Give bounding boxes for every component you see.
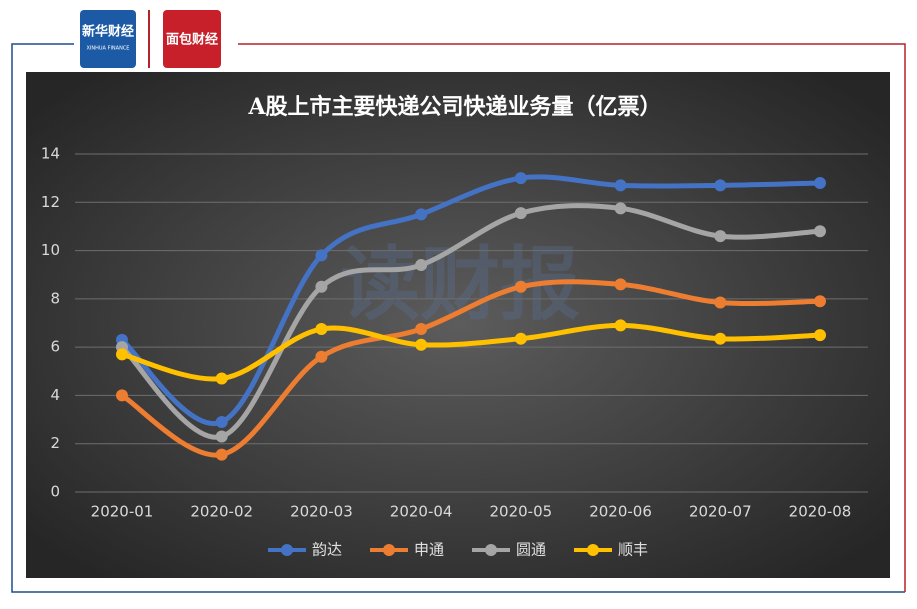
point bbox=[614, 202, 627, 215]
y-tick-label: 4 bbox=[50, 386, 60, 404]
point bbox=[315, 350, 328, 363]
x-tick-label: 2020-08 bbox=[789, 503, 852, 521]
point bbox=[415, 323, 428, 336]
point bbox=[714, 230, 727, 243]
right-logo-box bbox=[163, 10, 221, 68]
legend-label: 韵达 bbox=[312, 541, 342, 559]
legend-marker bbox=[485, 544, 497, 556]
y-tick-label: 0 bbox=[50, 483, 60, 501]
point bbox=[814, 329, 826, 342]
left-logo-box bbox=[80, 10, 136, 68]
point bbox=[215, 430, 228, 443]
legend-label: 申通 bbox=[414, 541, 444, 559]
y-tick-label: 14 bbox=[41, 145, 60, 163]
y-tick-label: 12 bbox=[41, 193, 60, 211]
plot: 0 2 4 6 8 10 12 14 2020-01 2020-02 2020-03 2020-04 2… bbox=[41, 145, 868, 559]
point bbox=[814, 176, 826, 189]
point bbox=[714, 332, 727, 345]
point bbox=[814, 225, 826, 238]
point bbox=[116, 348, 128, 361]
point bbox=[215, 372, 228, 385]
y-tick-label: 10 bbox=[41, 241, 60, 259]
point bbox=[814, 295, 826, 308]
point bbox=[315, 323, 328, 336]
chart-panel bbox=[26, 72, 890, 578]
point bbox=[514, 207, 527, 220]
legend-marker bbox=[383, 544, 395, 556]
y-tick-label: 8 bbox=[50, 289, 60, 307]
point bbox=[215, 448, 228, 461]
frame-red bbox=[238, 43, 906, 592]
left-logo: 新华财经 bbox=[82, 24, 134, 40]
x-tick-label: 2020-05 bbox=[490, 503, 553, 521]
left-logo-sub: XINHUA FINANCE bbox=[87, 46, 130, 52]
legend-marker bbox=[281, 544, 293, 556]
point bbox=[415, 338, 428, 351]
legend-label: 顺丰 bbox=[618, 541, 648, 559]
point bbox=[514, 172, 527, 185]
point bbox=[514, 280, 527, 293]
x-tick-label: 2020-02 bbox=[190, 503, 253, 521]
point bbox=[614, 278, 627, 291]
frame-blue bbox=[11, 43, 905, 593]
x-tick-label: 2020-04 bbox=[390, 503, 453, 521]
chart-title: A股上市主要快递公司快递业务量（亿票） bbox=[247, 94, 661, 120]
point bbox=[514, 332, 527, 345]
x-tick-label: 2020-03 bbox=[290, 503, 353, 521]
point bbox=[714, 296, 727, 309]
x-tick-label: 2020-01 bbox=[91, 503, 154, 521]
right-logo: 面包财经 bbox=[166, 32, 218, 48]
point bbox=[415, 259, 428, 272]
point bbox=[714, 179, 727, 192]
legend-marker bbox=[587, 544, 599, 556]
x-tick-label: 2020-06 bbox=[589, 503, 652, 521]
point bbox=[614, 179, 627, 192]
point bbox=[614, 319, 627, 332]
point bbox=[215, 415, 228, 428]
legend-label: 圆通 bbox=[516, 541, 546, 559]
x-tick-label: 2020-07 bbox=[689, 503, 752, 521]
point bbox=[315, 249, 328, 262]
series-line bbox=[119, 322, 823, 382]
y-tick-label: 6 bbox=[50, 338, 60, 356]
point bbox=[415, 208, 428, 221]
point bbox=[315, 280, 328, 293]
point bbox=[116, 389, 128, 402]
y-tick-label: 2 bbox=[50, 434, 60, 452]
